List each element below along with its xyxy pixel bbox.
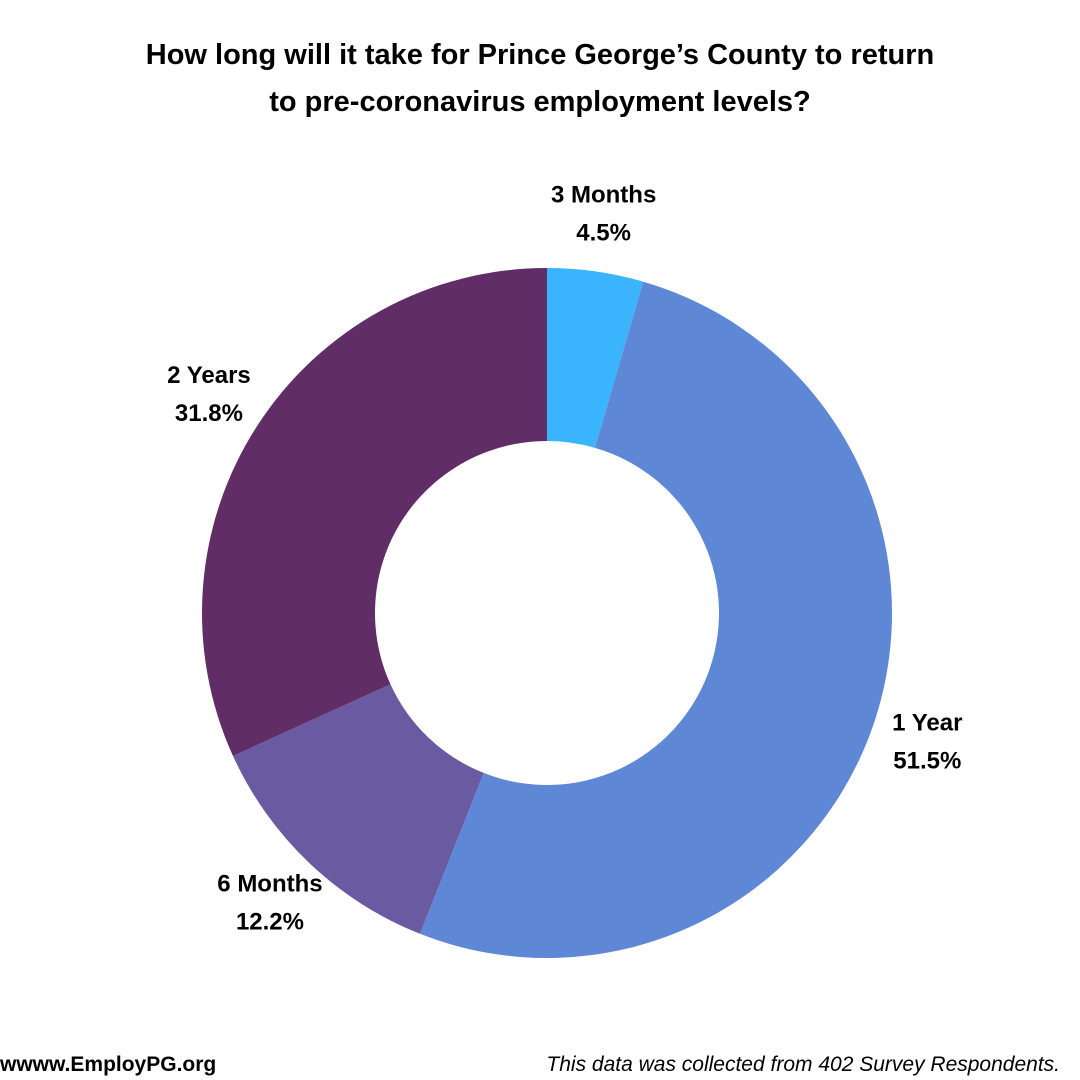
- value-label: 51.5%: [893, 748, 961, 775]
- note: This data was collected from 402 Survey …: [546, 1053, 1060, 1076]
- slice-label: 6 Months: [217, 871, 322, 898]
- value-label: 12.2%: [236, 909, 304, 936]
- slice: [233, 684, 484, 934]
- slice-label: 1 Year: [892, 710, 962, 737]
- slice-label: 2 Years: [167, 362, 251, 389]
- slice: [201, 268, 547, 756]
- value-label: 4.5%: [576, 219, 631, 246]
- value-label: 31.8%: [175, 400, 243, 427]
- slice-label: 3 Months: [551, 181, 656, 208]
- slice: [547, 268, 644, 448]
- slice: [419, 281, 892, 958]
- chart-title: How long will it take for Prince George’…: [145, 39, 935, 118]
- source: wwww.EmployPG.org: [0, 1053, 217, 1076]
